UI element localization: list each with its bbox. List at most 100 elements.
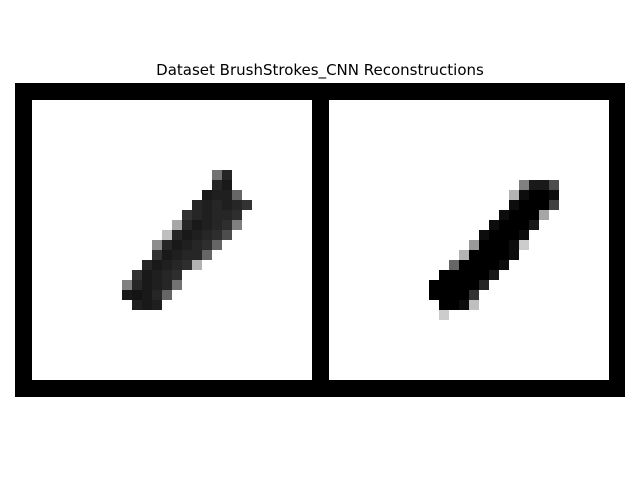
pixel — [499, 250, 509, 260]
pixel — [192, 260, 202, 270]
pixel — [182, 220, 192, 230]
pixel — [459, 280, 469, 290]
pixel — [192, 240, 202, 250]
pixel — [489, 250, 499, 260]
pixel — [172, 220, 182, 230]
pixel — [459, 300, 469, 310]
pixel — [152, 280, 162, 290]
pixel — [549, 200, 559, 210]
pixel — [429, 280, 439, 290]
pixel — [192, 250, 202, 260]
pixel — [519, 200, 529, 210]
pixel — [212, 190, 222, 200]
pixel — [499, 220, 509, 230]
pixel — [449, 280, 459, 290]
pixel — [212, 180, 222, 190]
pixel — [459, 250, 469, 260]
pixel — [152, 300, 162, 310]
original-image-panel — [32, 100, 312, 380]
pixel — [449, 260, 459, 270]
pixel — [202, 210, 212, 220]
pixel — [439, 310, 449, 320]
pixel — [152, 290, 162, 300]
pixel — [509, 230, 519, 240]
pixel — [499, 260, 509, 270]
pixel — [519, 190, 529, 200]
pixel — [479, 240, 489, 250]
pixel — [469, 260, 479, 270]
pixel — [182, 230, 192, 240]
pixel — [132, 270, 142, 280]
pixel — [162, 230, 172, 240]
pixel — [182, 260, 192, 270]
pixel — [469, 250, 479, 260]
pixel — [212, 220, 222, 230]
pixel — [132, 290, 142, 300]
pixel — [192, 200, 202, 210]
pixel — [509, 200, 519, 210]
pixel — [122, 290, 132, 300]
pixel — [489, 270, 499, 280]
pixel — [162, 270, 172, 280]
pixel — [182, 240, 192, 250]
pixel — [172, 260, 182, 270]
pixel — [479, 250, 489, 260]
pixel — [142, 290, 152, 300]
pixel — [519, 220, 529, 230]
pixel — [172, 240, 182, 250]
pixel — [172, 250, 182, 260]
pixel — [212, 210, 222, 220]
pixel — [449, 300, 459, 310]
pixel — [489, 220, 499, 230]
pixel — [192, 230, 202, 240]
pixel — [142, 270, 152, 280]
pixel — [232, 200, 242, 210]
pixel — [519, 180, 529, 190]
pixel — [202, 220, 212, 230]
pixel — [519, 210, 529, 220]
pixel — [499, 210, 509, 220]
pixel — [459, 270, 469, 280]
pixel — [232, 220, 242, 230]
pixel — [529, 220, 539, 230]
pixel — [439, 280, 449, 290]
image-grid — [15, 83, 625, 397]
pixel — [162, 240, 172, 250]
pixel — [242, 200, 252, 210]
pixel — [489, 230, 499, 240]
pixel — [212, 200, 222, 210]
pixel — [469, 280, 479, 290]
pixel — [162, 280, 172, 290]
pixel — [509, 240, 519, 250]
pixel — [162, 250, 172, 260]
pixel — [202, 250, 212, 260]
pixel — [132, 300, 142, 310]
pixel — [222, 180, 232, 190]
pixel — [182, 210, 192, 220]
pixel — [202, 200, 212, 210]
pixel — [469, 240, 479, 250]
pixel — [222, 190, 232, 200]
pixel — [539, 180, 549, 190]
pixel — [479, 280, 489, 290]
pixel — [519, 230, 529, 240]
pixel — [529, 180, 539, 190]
pixel — [459, 260, 469, 270]
pixel — [519, 240, 529, 250]
pixel — [499, 240, 509, 250]
pixel — [549, 180, 559, 190]
pixel — [132, 280, 142, 290]
pixel — [439, 270, 449, 280]
pixel — [152, 250, 162, 260]
pixel — [142, 280, 152, 290]
pixel — [469, 290, 479, 300]
reconstruction-image-panel — [329, 100, 609, 380]
pixel — [212, 170, 222, 180]
pixel — [202, 230, 212, 240]
pixel — [202, 190, 212, 200]
pixel — [439, 290, 449, 300]
pixel — [479, 260, 489, 270]
pixel — [192, 210, 202, 220]
pixel — [529, 210, 539, 220]
pixel — [489, 240, 499, 250]
